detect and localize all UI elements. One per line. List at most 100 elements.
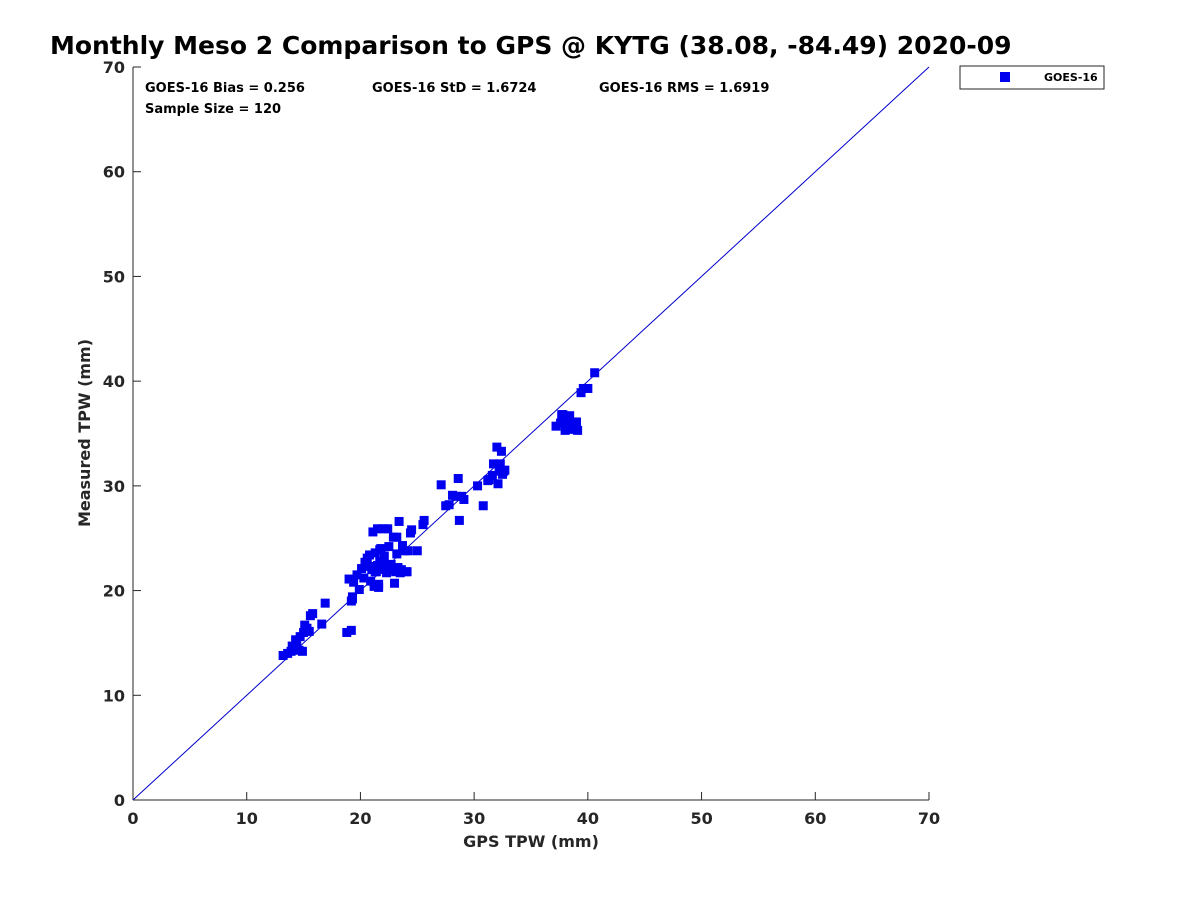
bias-stat: GOES-16 Bias = 0.256: [145, 81, 305, 96]
data-point: [444, 500, 454, 510]
data-point: [382, 568, 392, 578]
data-point: [496, 446, 506, 456]
x-tick-label: 20: [349, 809, 371, 828]
data-point: [495, 459, 505, 469]
y-axis-label: Measured TPW (mm): [75, 339, 94, 527]
data-point: [376, 544, 386, 554]
x-tick-label: 40: [577, 809, 599, 828]
data-point: [386, 559, 396, 569]
x-ticks: 0 10 20 30 40 50 60 70: [127, 792, 940, 828]
data-point: [291, 635, 301, 645]
y-tick-label: 70: [103, 58, 125, 77]
data-point: [370, 567, 380, 577]
y-tick-label: 0: [114, 791, 125, 810]
data-point: [557, 410, 567, 420]
data-point: [372, 524, 382, 534]
x-tick-label: 30: [463, 809, 485, 828]
data-point: [374, 582, 384, 592]
data-point: [357, 564, 367, 574]
data-point: [378, 559, 388, 569]
data-point: [359, 573, 369, 583]
one-to-one-line: [132, 66, 930, 801]
data-point: [484, 475, 494, 485]
x-tick-label: 60: [804, 809, 826, 828]
data-point: [369, 581, 379, 591]
std-stat: GOES-16 StD = 1.6724: [372, 81, 536, 96]
data-point: [451, 491, 461, 501]
data-point: [492, 442, 502, 452]
x-tick-label: 10: [236, 809, 258, 828]
y-tick-label: 20: [103, 582, 125, 601]
data-point: [383, 524, 393, 534]
data-point: [407, 525, 417, 535]
data-point: [366, 576, 376, 586]
data-point: [398, 541, 408, 551]
x-axis-label: GPS TPW (mm): [463, 832, 599, 851]
data-point: [370, 548, 380, 558]
data-point: [378, 524, 388, 534]
rms-stat: GOES-16 RMS = 1.6919: [599, 81, 769, 96]
data-point: [394, 516, 404, 526]
y-tick-label: 30: [103, 477, 125, 496]
data-point: [302, 623, 312, 633]
chart-title: Monthly Meso 2 Comparison to GPS @ KYTG …: [50, 31, 1012, 60]
data-point: [390, 578, 400, 588]
data-point: [419, 515, 429, 525]
data-point: [436, 480, 446, 490]
data-point: [308, 609, 318, 619]
data-point: [478, 501, 488, 511]
x-tick-label: 50: [690, 809, 712, 828]
data-point: [365, 550, 375, 560]
data-point: [551, 421, 561, 431]
data-point: [287, 641, 297, 651]
data-point: [368, 527, 378, 537]
legend-label: GOES-16: [1044, 71, 1098, 84]
data-point: [583, 383, 593, 393]
data-point: [354, 585, 364, 595]
data-point: [320, 598, 330, 608]
data-point: [392, 549, 402, 559]
data-point: [571, 417, 581, 427]
data-point: [403, 546, 413, 556]
data-point: [412, 546, 422, 556]
legend: GOES-16: [959, 65, 1105, 90]
legend-box: [959, 65, 1105, 90]
data-point: [297, 646, 307, 656]
data-point: [454, 515, 464, 525]
data-point: [488, 459, 498, 469]
x-tick-label: 0: [127, 809, 138, 828]
data-point: [347, 594, 357, 604]
data-point: [493, 479, 503, 489]
data-point: [342, 627, 352, 637]
data-point: [459, 494, 469, 504]
data-point: [590, 368, 600, 378]
stats-annotations: GOES-16 Bias = 0.256 GOES-16 StD = 1.672…: [145, 81, 769, 117]
data-point: [344, 574, 354, 584]
data-point: [317, 619, 327, 629]
data-point: [384, 542, 394, 552]
data-point: [578, 383, 588, 393]
y-ticks: 0 10 20 30 40 50 60 70: [103, 58, 141, 810]
y-tick-label: 60: [103, 163, 125, 182]
data-point: [392, 532, 402, 542]
data-point: [473, 481, 483, 491]
data-point: [360, 557, 370, 567]
data-point: [346, 625, 356, 635]
sample-size-stat: Sample Size = 120: [145, 102, 281, 117]
data-points: [278, 368, 600, 660]
plot-area: 0 10 20 30 40 50 60 70 0 10 20 30 40 50 60 70: [103, 58, 940, 828]
legend-marker: [1000, 72, 1010, 82]
data-point: [278, 650, 288, 660]
y-tick-label: 50: [103, 267, 125, 286]
data-point: [292, 640, 302, 650]
y-tick-label: 10: [103, 686, 125, 705]
data-point: [396, 565, 406, 575]
data-point: [453, 474, 463, 484]
data-point: [365, 561, 375, 571]
data-point: [500, 465, 510, 475]
data-point: [565, 411, 575, 421]
data-point: [556, 418, 566, 428]
data-point: [402, 567, 412, 577]
data-point: [379, 551, 389, 561]
